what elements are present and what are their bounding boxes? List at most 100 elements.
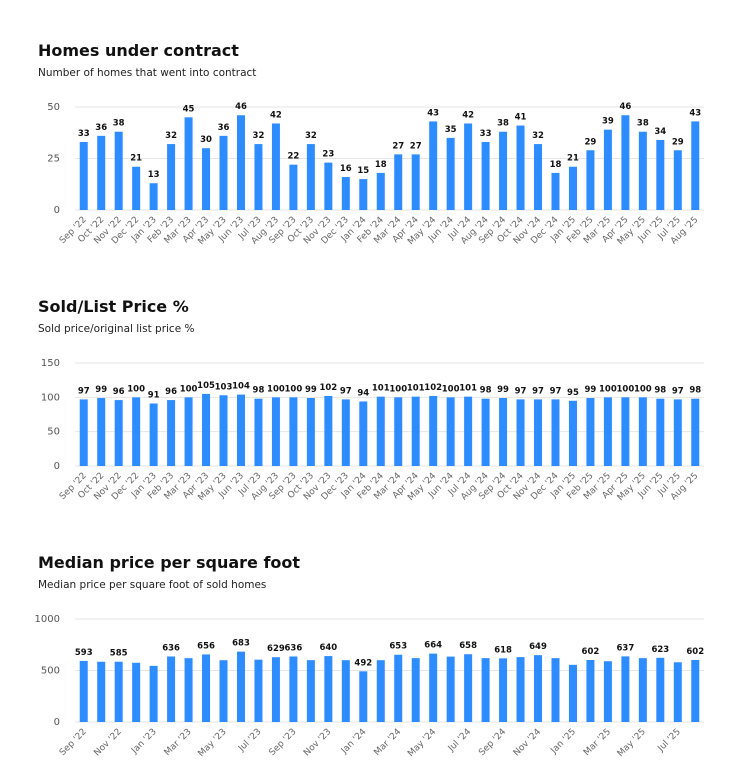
value-label: 96 (113, 387, 125, 397)
value-label: 29 (585, 137, 597, 147)
bar (551, 172, 560, 210)
bar (254, 398, 263, 466)
bar (551, 399, 560, 466)
x-tick-label: May '24 (406, 727, 438, 759)
y-tick-label: 0 (54, 717, 60, 728)
value-label: 100 (442, 384, 460, 394)
bar (271, 657, 280, 722)
bar (376, 172, 385, 210)
bar (97, 398, 106, 466)
value-label: 602 (582, 647, 600, 657)
y-tick-label: 25 (47, 154, 60, 165)
value-label: 102 (319, 383, 337, 393)
value-label: 97 (340, 386, 352, 396)
bar (621, 115, 630, 210)
bar (306, 144, 315, 210)
value-label: 637 (617, 643, 635, 653)
bar (132, 662, 141, 722)
value-label: 98 (689, 386, 701, 396)
value-label: 91 (148, 391, 160, 401)
bar (359, 401, 368, 466)
bar (97, 661, 106, 722)
bar (149, 403, 158, 466)
value-label: 629 (267, 644, 285, 654)
value-label: 97 (550, 386, 562, 396)
bar (446, 397, 455, 466)
x-tick-label: Sep '24 (477, 727, 508, 758)
value-label: 100 (634, 384, 652, 394)
chart-subtitle: Sold price/original list price % (38, 323, 194, 335)
bar (516, 657, 525, 722)
value-label: 21 (130, 154, 142, 164)
bar (481, 658, 490, 722)
bar (691, 398, 700, 466)
value-label: 649 (529, 642, 547, 652)
value-label: 100 (285, 384, 303, 394)
bar (132, 166, 141, 210)
y-tick-label: 50 (47, 102, 60, 113)
y-tick-label: 0 (54, 461, 60, 472)
value-label: 492 (354, 658, 372, 668)
value-label: 33 (78, 129, 90, 139)
value-label: 23 (322, 150, 334, 160)
bar (324, 656, 333, 722)
value-label: 97 (78, 386, 90, 396)
value-label: 36 (218, 123, 230, 133)
x-tick-label: Nov '22 (92, 727, 123, 758)
x-tick-label: Sep '22 (58, 727, 89, 758)
value-label: 683 (232, 639, 250, 649)
y-tick-label: 500 (41, 666, 60, 677)
value-label: 32 (253, 131, 265, 141)
y-tick-label: 0 (54, 205, 60, 216)
x-tick-label: Jul '23 (236, 727, 263, 754)
bar (184, 658, 193, 722)
bar (586, 659, 595, 722)
bar (638, 397, 647, 466)
x-tick-label: Mar '25 (582, 727, 613, 758)
value-label: 618 (494, 645, 512, 655)
value-label: 98 (654, 386, 666, 396)
bar (656, 657, 665, 722)
value-label: 45 (183, 104, 195, 114)
x-tick-label: Nov '24 (512, 727, 544, 759)
bar (656, 398, 665, 466)
value-label: 658 (459, 641, 477, 651)
bar (673, 150, 682, 210)
value-label: 100 (617, 384, 635, 394)
bar (551, 658, 560, 722)
value-label: 39 (602, 117, 614, 127)
value-label: 105 (197, 381, 215, 391)
value-label: 99 (585, 385, 597, 395)
x-tick-label: Sep '23 (268, 727, 299, 758)
bar (341, 399, 350, 466)
chart-subtitle: Number of homes that went into contract (38, 67, 256, 79)
bar (429, 395, 438, 466)
bar (79, 399, 88, 466)
bar (202, 393, 211, 466)
bar (568, 664, 577, 722)
bar (638, 131, 647, 210)
value-label: 32 (305, 131, 317, 141)
x-tick-label: Jul '24 (446, 727, 474, 755)
value-label: 38 (637, 119, 649, 129)
value-label: 16 (340, 164, 352, 174)
x-tick-label: Mar '24 (372, 727, 403, 758)
bar (499, 398, 508, 466)
bar (271, 397, 280, 466)
bar (586, 398, 595, 466)
bar (394, 654, 403, 722)
value-label: 100 (127, 384, 145, 394)
value-label: 27 (392, 141, 404, 151)
bar (184, 397, 193, 466)
bar (219, 395, 228, 466)
value-label: 95 (567, 388, 579, 398)
value-label: 593 (75, 648, 93, 658)
value-label: 38 (497, 119, 509, 129)
value-label: 97 (532, 386, 544, 396)
value-label: 36 (95, 123, 107, 133)
bar (446, 137, 455, 210)
value-label: 29 (672, 137, 684, 147)
value-label: 43 (689, 108, 701, 118)
value-label: 104 (232, 382, 250, 392)
bar (79, 660, 88, 722)
